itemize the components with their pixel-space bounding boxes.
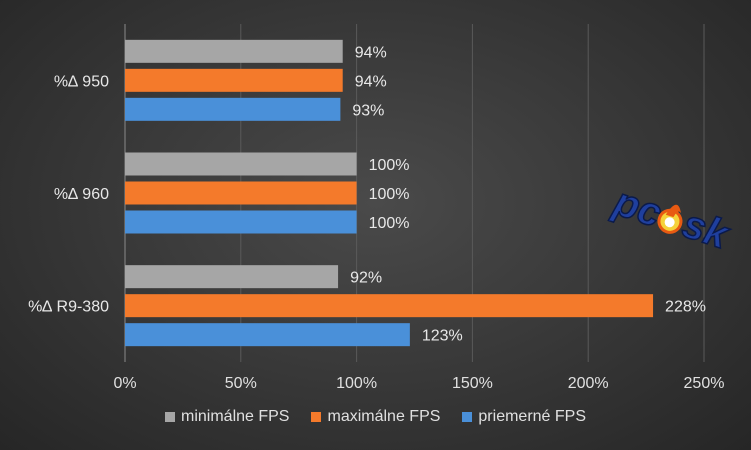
bar: [125, 210, 357, 234]
legend-swatch: [165, 412, 175, 422]
x-tick-label: 100%: [336, 375, 377, 392]
bar: [125, 323, 410, 347]
category-label: %∆ 950: [54, 73, 109, 90]
bar: [125, 181, 357, 205]
legend-item: minimálne FPS: [165, 408, 289, 426]
x-tick-label: 50%: [225, 375, 257, 392]
x-tick-label: 0%: [113, 375, 136, 392]
pcsk-logo: pc sk: [607, 179, 734, 259]
data-label: 92%: [350, 270, 382, 287]
logo-text-left: pc: [608, 179, 667, 236]
logo-text-right: sk: [677, 202, 734, 258]
legend: minimálne FPS maximálne FPS priemerné FPS: [0, 408, 751, 426]
legend-label: priemerné FPS: [478, 408, 586, 425]
x-tick-label: 250%: [684, 375, 725, 392]
category-label: %∆ 960: [54, 186, 109, 203]
bar: [125, 39, 343, 63]
bar: [125, 68, 343, 92]
bar: [125, 294, 654, 318]
legend-swatch: [311, 412, 322, 422]
category-label: %∆ R9-380: [28, 299, 109, 316]
flame-icon: [657, 204, 683, 234]
bar: [125, 152, 357, 176]
data-label: 100%: [369, 157, 410, 174]
bar: [125, 265, 339, 289]
data-label: 94%: [355, 44, 387, 61]
data-label: 100%: [369, 186, 410, 203]
x-tick-label: 200%: [568, 375, 609, 392]
legend-item: priemerné FPS: [462, 408, 586, 426]
legend-label: maximálne FPS: [327, 408, 441, 425]
legend-item: maximálne FPS: [311, 408, 440, 426]
data-label: 94%: [355, 73, 387, 90]
bar-chart: 0% 50% 100% 150% 200% 250% 94% 94% 93% %∆ 950 100%…: [28, 24, 725, 392]
data-label: 228%: [665, 299, 706, 316]
legend-label: minimálne FPS: [181, 408, 290, 425]
bar: [125, 97, 341, 121]
data-label: 123%: [422, 328, 463, 345]
data-label: 100%: [369, 215, 410, 232]
legend-swatch: [462, 412, 473, 422]
data-label: 93%: [352, 102, 384, 119]
x-tick-label: 150%: [452, 375, 493, 392]
